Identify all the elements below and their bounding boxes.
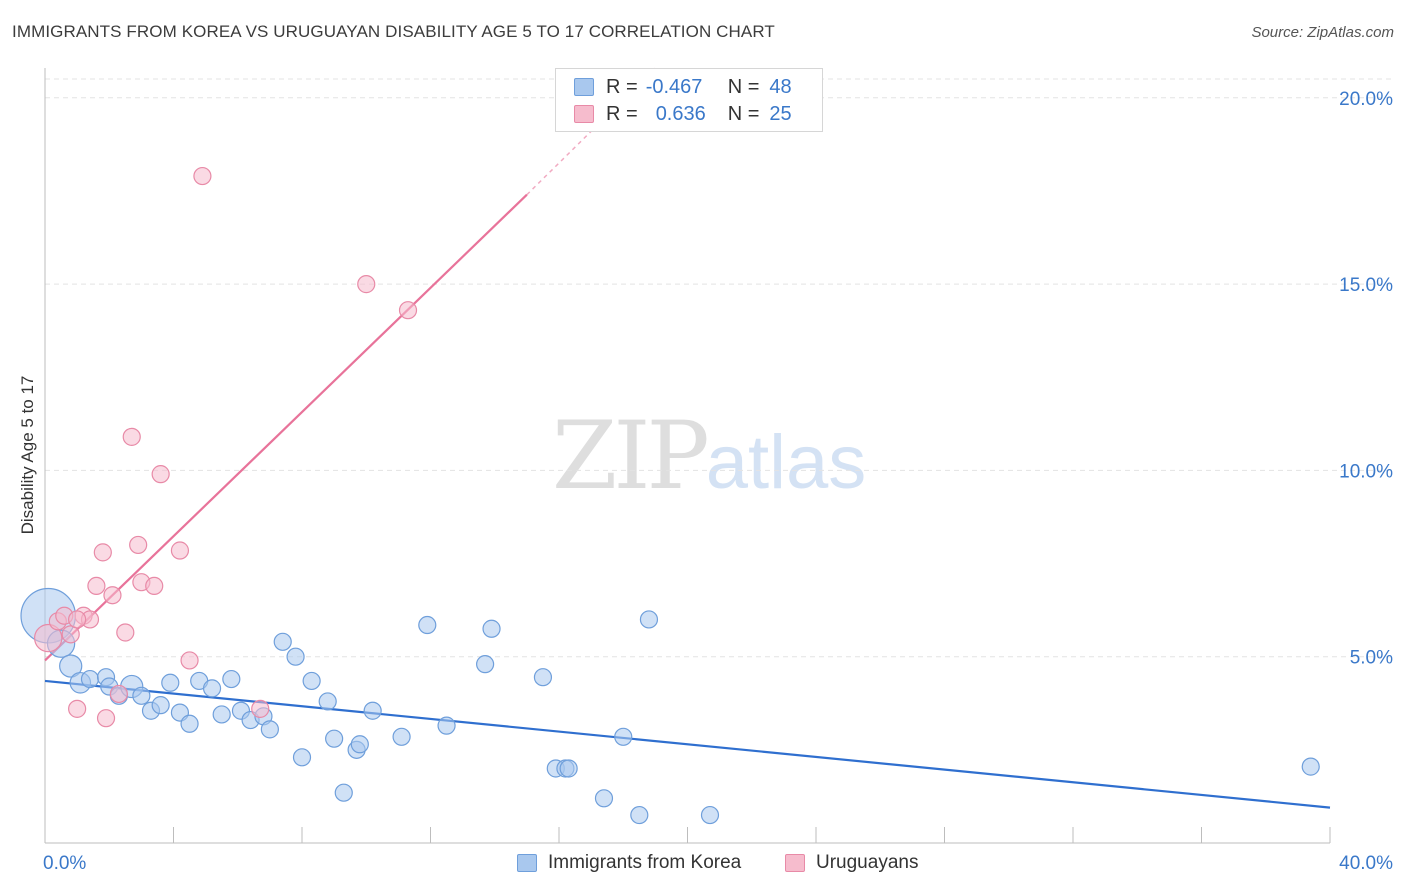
- korea-point: [325, 729, 344, 748]
- legend-row-korea: R = -0.467 N = 48: [556, 74, 792, 100]
- korea-point: [418, 615, 437, 635]
- tick-labels: 5.0% 10.0% 15.0% 20.0% 0.0% 40.0%: [43, 89, 1393, 874]
- korea-point: [350, 735, 369, 754]
- korea-point: [302, 671, 321, 691]
- korea-point: [559, 759, 578, 778]
- korea-point: [700, 805, 720, 825]
- uruguay-point: [129, 535, 148, 555]
- watermark-atlas: atlas: [705, 420, 867, 505]
- legend-label-korea: Immigrants from Korea: [548, 852, 742, 873]
- korea-point: [1301, 757, 1320, 776]
- korea-point: [594, 789, 614, 808]
- y-tick-label: 10.0%: [1339, 461, 1393, 482]
- uruguay-point: [93, 543, 112, 562]
- uruguay-point: [96, 709, 116, 728]
- korea-point: [482, 619, 501, 638]
- uruguay-trend-line: [44, 193, 528, 662]
- uruguay-point: [151, 465, 170, 484]
- korea-point: [273, 632, 292, 651]
- y-axis-label: Disability Age 5 to 17: [18, 375, 37, 535]
- korea-trend-line: [44, 679, 1331, 809]
- korea-point: [437, 716, 456, 735]
- axes: [44, 68, 1331, 844]
- x-tick-label: 40.0%: [1339, 853, 1393, 874]
- legend-swatch-uruguay: [574, 105, 594, 123]
- chart-title: IMMIGRANTS FROM KOREA VS URUGUAYAN DISAB…: [12, 22, 775, 41]
- uruguay-point: [34, 623, 63, 653]
- korea-point: [260, 720, 279, 739]
- legend-r-label: R =: [606, 102, 638, 125]
- uruguay-point: [357, 275, 376, 294]
- korea-point: [202, 679, 222, 698]
- korea-point: [639, 610, 659, 629]
- korea-point: [614, 727, 633, 746]
- uruguay-point: [170, 541, 190, 560]
- korea-point: [286, 647, 305, 666]
- korea-point: [222, 669, 241, 689]
- x-tick-label: 0.0%: [43, 853, 86, 874]
- uruguay-point: [68, 699, 87, 718]
- legend-n-label: N =: [727, 75, 760, 98]
- legend-swatch-korea: [574, 78, 594, 96]
- y-tick-label: 15.0%: [1339, 275, 1393, 296]
- korea-point: [132, 686, 151, 705]
- legend-r-value: -0.467: [645, 75, 703, 98]
- korea-point: [292, 748, 312, 767]
- uruguay-point: [180, 651, 199, 670]
- trend-lines: [44, 67, 1331, 809]
- watermark: ZIPatlas: [552, 402, 866, 511]
- uruguay-point: [122, 427, 141, 446]
- legend-label-uruguay: Uruguayans: [816, 852, 919, 873]
- uruguay-point: [87, 576, 106, 596]
- korea-point: [212, 705, 231, 724]
- uruguay-point: [103, 586, 122, 605]
- korea-point: [392, 727, 411, 746]
- legend-n-value: 48: [769, 75, 792, 98]
- korea-point: [363, 701, 382, 720]
- legend-item-uruguay[interactable]: Uruguayans: [785, 852, 918, 874]
- korea-point: [476, 655, 495, 674]
- korea-point: [533, 668, 553, 687]
- korea-point: [161, 673, 180, 692]
- uruguay-point: [251, 699, 270, 718]
- korea-point: [630, 805, 649, 825]
- correlation-legend: R = -0.467 N = 48 R = 0.636 N = 25: [555, 68, 823, 132]
- korea-point: [180, 714, 199, 733]
- korea-point: [151, 696, 170, 715]
- legend-swatch-uruguay: [785, 854, 805, 872]
- legend-r-label: R =: [606, 75, 638, 98]
- gridlines: [45, 78, 1395, 658]
- legend-row-uruguay: R = 0.636 N = 25: [556, 101, 792, 127]
- korea-point: [80, 669, 100, 689]
- series-legend: Immigrants from Korea Uruguayans: [0, 852, 1406, 878]
- uruguay-point: [398, 301, 418, 320]
- source-label: Source: ZipAtlas.com: [1251, 24, 1394, 41]
- legend-n-value: 25: [769, 102, 792, 125]
- y-tick-label: 5.0%: [1350, 648, 1393, 669]
- data-points: [20, 166, 1320, 825]
- uruguay-point: [116, 623, 135, 642]
- y-tick-label: 20.0%: [1339, 89, 1393, 110]
- uruguay-point: [145, 576, 164, 596]
- uruguay-point: [193, 166, 212, 186]
- korea-point: [318, 692, 337, 711]
- legend-swatch-korea: [517, 854, 537, 872]
- legend-item-korea[interactable]: Immigrants from Korea: [517, 852, 741, 874]
- legend-n-label: N =: [727, 102, 760, 125]
- uruguay-point: [109, 684, 128, 704]
- watermark-zip: ZIP: [552, 402, 710, 511]
- legend-r-value: 0.636: [655, 102, 706, 125]
- korea-point: [334, 783, 353, 802]
- uruguay-point: [68, 610, 87, 629]
- korea-point: [59, 654, 83, 678]
